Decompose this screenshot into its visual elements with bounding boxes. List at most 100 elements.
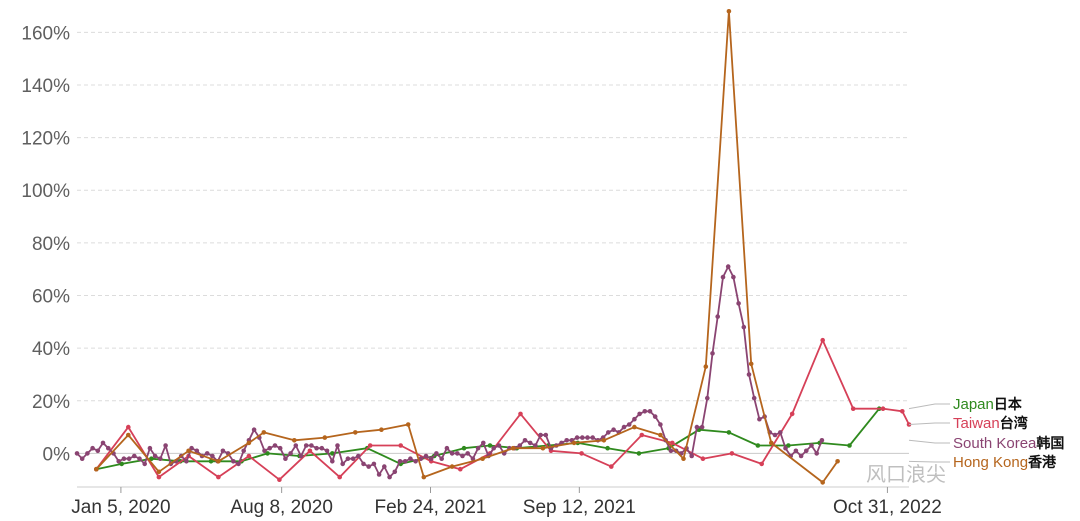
data-point xyxy=(119,461,124,467)
y-tick-label: 20% xyxy=(32,392,70,413)
data-point xyxy=(292,438,297,443)
data-point xyxy=(408,456,413,462)
data-point xyxy=(850,406,856,412)
legend-label-en: Hong Kong xyxy=(953,454,1028,471)
data-point xyxy=(729,451,735,456)
data-point xyxy=(428,456,434,462)
data-point xyxy=(398,443,404,448)
data-point xyxy=(277,445,283,451)
data-point xyxy=(755,443,761,448)
data-point xyxy=(510,445,516,451)
data-point xyxy=(262,448,267,454)
data-point xyxy=(757,416,762,422)
data-point xyxy=(710,351,715,356)
data-point xyxy=(579,451,584,456)
data-point xyxy=(126,432,131,438)
data-point xyxy=(487,443,493,448)
y-tick-label: 0% xyxy=(43,444,71,465)
data-point xyxy=(670,440,675,446)
data-point xyxy=(769,440,774,446)
data-point xyxy=(741,324,747,330)
data-point xyxy=(880,406,886,412)
data-point xyxy=(74,451,80,456)
data-point xyxy=(116,459,121,464)
data-point xyxy=(439,456,445,462)
data-point xyxy=(376,472,382,477)
data-point xyxy=(293,443,299,448)
data-point xyxy=(314,445,319,451)
data-point xyxy=(726,9,732,14)
data-point xyxy=(277,477,282,483)
data-point xyxy=(449,451,455,456)
x-tick-label: Sep 12, 2021 xyxy=(523,497,636,518)
data-point xyxy=(517,443,523,448)
data-point xyxy=(720,274,726,280)
legend-entry: Japan日本 xyxy=(953,396,1023,413)
data-point xyxy=(216,474,221,480)
data-point xyxy=(208,459,214,464)
data-point xyxy=(382,464,387,469)
data-point xyxy=(481,440,486,446)
data-point xyxy=(413,459,418,464)
data-point xyxy=(681,456,686,462)
legend-connector xyxy=(908,460,950,463)
data-point xyxy=(152,453,158,459)
y-tick-label: 100% xyxy=(21,181,70,202)
data-point xyxy=(356,453,361,459)
data-point xyxy=(580,435,585,440)
series-hong-kong xyxy=(94,9,840,485)
data-point xyxy=(418,456,424,462)
data-point xyxy=(366,464,372,469)
data-point xyxy=(658,432,663,438)
data-point xyxy=(353,430,358,435)
data-point xyxy=(820,480,825,485)
data-point xyxy=(95,448,101,454)
legend-label-en: Taiwan xyxy=(953,415,1000,432)
data-point xyxy=(324,448,330,454)
data-point xyxy=(715,314,720,319)
data-point xyxy=(605,445,610,451)
data-point xyxy=(621,424,627,430)
data-point xyxy=(538,432,543,438)
legend-connector xyxy=(908,439,950,444)
data-point xyxy=(449,464,455,469)
data-point xyxy=(590,435,595,440)
data-point xyxy=(147,445,153,451)
legend-connector xyxy=(908,422,950,425)
data-point xyxy=(267,445,273,451)
data-point xyxy=(251,427,257,433)
legend: Japan日本 Taiwan台湾 South Korea韩国 Hong Kong香港 xyxy=(908,396,1064,471)
data-point xyxy=(85,451,90,456)
data-point xyxy=(642,409,648,414)
data-point xyxy=(637,411,642,417)
data-point xyxy=(783,445,788,451)
data-point xyxy=(658,422,663,427)
data-point xyxy=(700,456,706,462)
data-point xyxy=(906,422,912,427)
data-point xyxy=(632,416,637,422)
legend-label-zh: 韩国 xyxy=(1036,435,1064,451)
data-point xyxy=(322,435,328,440)
data-point xyxy=(216,459,221,464)
data-point xyxy=(491,445,497,451)
legend-entry: Taiwan台湾 xyxy=(953,415,1028,432)
data-point xyxy=(261,430,267,435)
data-point xyxy=(309,443,314,448)
data-point xyxy=(900,409,905,414)
data-point xyxy=(392,469,398,475)
data-point xyxy=(564,438,569,443)
data-point xyxy=(772,432,778,438)
legend-label-zh: 台湾 xyxy=(1000,415,1028,431)
data-point xyxy=(246,453,252,459)
x-tick-label: Jan 5, 2020 xyxy=(71,497,170,518)
x-tick-label: Oct 31, 2022 xyxy=(833,497,942,518)
data-point xyxy=(121,456,127,462)
data-point xyxy=(149,456,154,462)
data-point xyxy=(361,461,366,467)
data-point xyxy=(652,414,658,419)
data-point xyxy=(156,474,162,480)
data-point xyxy=(571,440,577,446)
legend-label-en: Japan xyxy=(953,396,994,413)
data-point xyxy=(231,459,236,464)
data-point xyxy=(847,443,852,448)
